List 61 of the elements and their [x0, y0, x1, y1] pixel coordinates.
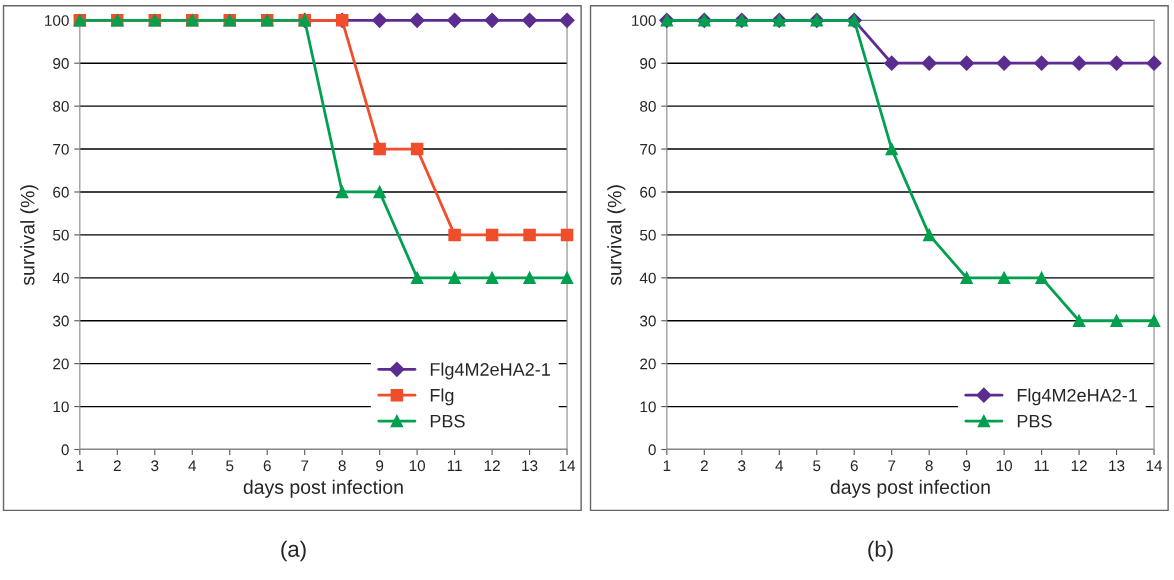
text: (a) [281, 540, 306, 562]
x-tick-label: 12 [484, 460, 500, 471]
x-tick-label: 13 [1109, 460, 1125, 472]
x-tick-label: 1 [76, 460, 84, 471]
x-tick-label: 5 [813, 460, 821, 472]
x-tick-label: 3 [151, 460, 159, 472]
x-tick-label: 6 [850, 460, 858, 472]
x-tick-label: 3 [738, 460, 746, 472]
y-tick-label: 20 [640, 358, 656, 370]
y-axis-title: survival (%) [20, 185, 39, 286]
legend-label: Flg [430, 388, 454, 406]
y-tick-label: 30 [53, 315, 69, 327]
y-tick-label: 50 [640, 229, 656, 241]
x-tick-label: 7 [301, 460, 309, 471]
x-tick-label: 8 [925, 460, 933, 472]
x-tick-label: 8 [338, 460, 346, 472]
y-tick-label: 60 [640, 186, 656, 198]
x-tick-label: 5 [226, 460, 234, 472]
y-tick-label: 80 [640, 101, 656, 112]
y-tick-label: 10 [53, 401, 69, 413]
y-tick-label: 100 [45, 15, 69, 26]
legend-label: Flg4M2eHA2-1 [1017, 388, 1137, 406]
x-tick-label: 14 [559, 460, 576, 471]
y-tick-label: 30 [640, 315, 656, 327]
y-tick-label: 40 [52, 272, 69, 284]
legend-label: Flg4M2eHA2-1 [430, 362, 550, 380]
x-tick-label: 14 [1146, 460, 1163, 471]
y-tick-label: 40 [639, 272, 656, 284]
y-tick-label: 100 [632, 15, 656, 26]
y-tick-label: 0 [61, 444, 69, 456]
x-tick-label: 13 [522, 460, 538, 472]
x-axis-title: days post infection [830, 479, 990, 498]
y-tick-label: 0 [648, 444, 656, 456]
x-tick-label: 11 [447, 460, 462, 471]
y-tick-label: 10 [640, 401, 656, 413]
x-tick-label: 2 [113, 460, 121, 471]
y-tick-label: 20 [53, 358, 69, 370]
legend-label: PBS [1017, 414, 1052, 428]
x-tick-label: 11 [1034, 460, 1049, 471]
y-tick-label: 50 [53, 229, 69, 241]
x-tick-label: 9 [376, 460, 384, 472]
y-tick-label: 60 [53, 186, 69, 198]
x-tick-label: 10 [409, 460, 426, 472]
x-tick-label: 12 [1071, 460, 1087, 471]
x-tick-label: 1 [663, 460, 671, 471]
legend-label: PBS [430, 414, 465, 428]
x-tick-label: 9 [963, 460, 971, 472]
x-tick-label: 6 [263, 460, 271, 472]
y-tick-label: 70 [640, 143, 656, 155]
y-tick-label: 70 [53, 143, 69, 155]
y-axis-title: survival (%) [607, 185, 626, 286]
x-tick-label: 7 [888, 460, 896, 471]
text: (b) [868, 540, 893, 562]
x-tick-label: 10 [996, 460, 1013, 472]
y-tick-label: 90 [640, 58, 656, 69]
y-tick-label: 80 [53, 101, 69, 112]
x-axis-title: days post infection [243, 479, 403, 498]
x-tick-label: 2 [700, 460, 708, 471]
x-tick-label: 4 [188, 460, 197, 471]
x-tick-label: 4 [775, 460, 784, 471]
y-tick-label: 90 [53, 58, 69, 69]
